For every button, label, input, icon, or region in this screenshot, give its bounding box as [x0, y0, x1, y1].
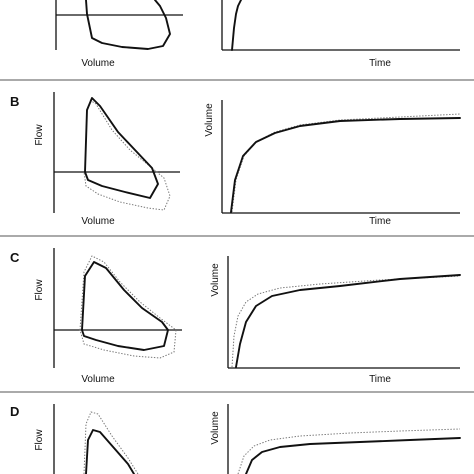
panel-d: D Flow Volume	[10, 404, 461, 474]
panel-b-volume-time-curve: Volume Time	[204, 100, 461, 227]
panel-d-letter: D	[10, 404, 19, 419]
panel-a-curve-trace	[231, 0, 242, 51]
panel-b-loop-x-label: Volume	[81, 216, 115, 227]
panel-c-curve-dotted-trace	[231, 275, 461, 368]
panel-b-loop-dotted-trace	[83, 99, 171, 211]
panel-a: Volume Time	[55, 0, 460, 69]
panel-d-flow-volume-loop: Flow	[34, 404, 139, 474]
panel-d-loop-y-label: Flow	[34, 429, 45, 451]
panel-b-curve-dotted-trace	[231, 113, 461, 213]
panel-a-loop-x-label: Volume	[81, 58, 115, 69]
panel-b: B Flow Volume Volume Time	[10, 92, 461, 227]
panel-c-curve-x-label: Time	[369, 374, 391, 385]
panel-d-curve-y-label: Volume	[210, 411, 221, 445]
panel-c-loop-dotted-trace	[79, 255, 177, 359]
panel-b-curve-y-label: Volume	[204, 103, 215, 137]
panel-c-volume-time-curve: Volume Time	[210, 256, 461, 385]
panel-c-curve-y-label: Volume	[210, 263, 221, 297]
panel-c-flow-volume-loop: Flow Volume	[34, 248, 182, 385]
panel-d-loop-solid-trace	[85, 429, 135, 474]
panel-c-loop-solid-trace	[81, 261, 169, 351]
panel-d-curve-dotted-trace	[237, 428, 461, 474]
panel-b-curve-x-label: Time	[369, 216, 391, 227]
panel-b-loop-y-label: Flow	[34, 124, 45, 146]
panel-d-volume-time-curve: Volume	[210, 404, 461, 474]
panel-c-curve-solid-trace	[235, 274, 461, 368]
panel-c-loop-y-label: Flow	[34, 279, 45, 301]
panel-c-loop-x-label: Volume	[81, 374, 115, 385]
panel-a-flow-volume-loop: Volume	[55, 0, 183, 69]
panel-d-curve-solid-trace	[245, 437, 461, 474]
panel-b-loop-solid-trace	[84, 97, 159, 199]
panel-a-curve-x-label: Time	[369, 58, 391, 69]
panel-d-loop-dotted-trace	[83, 411, 139, 474]
panel-c-letter: C	[10, 250, 20, 265]
panel-c: C Flow Volume Volume Time	[10, 248, 461, 385]
panel-b-curve-solid-trace	[230, 117, 461, 213]
panel-b-letter: B	[10, 94, 19, 109]
panel-a-volume-time-curve: Time	[221, 0, 460, 69]
panel-a-loop-trace	[85, 0, 171, 50]
panel-b-flow-volume-loop: Flow Volume	[34, 92, 180, 227]
